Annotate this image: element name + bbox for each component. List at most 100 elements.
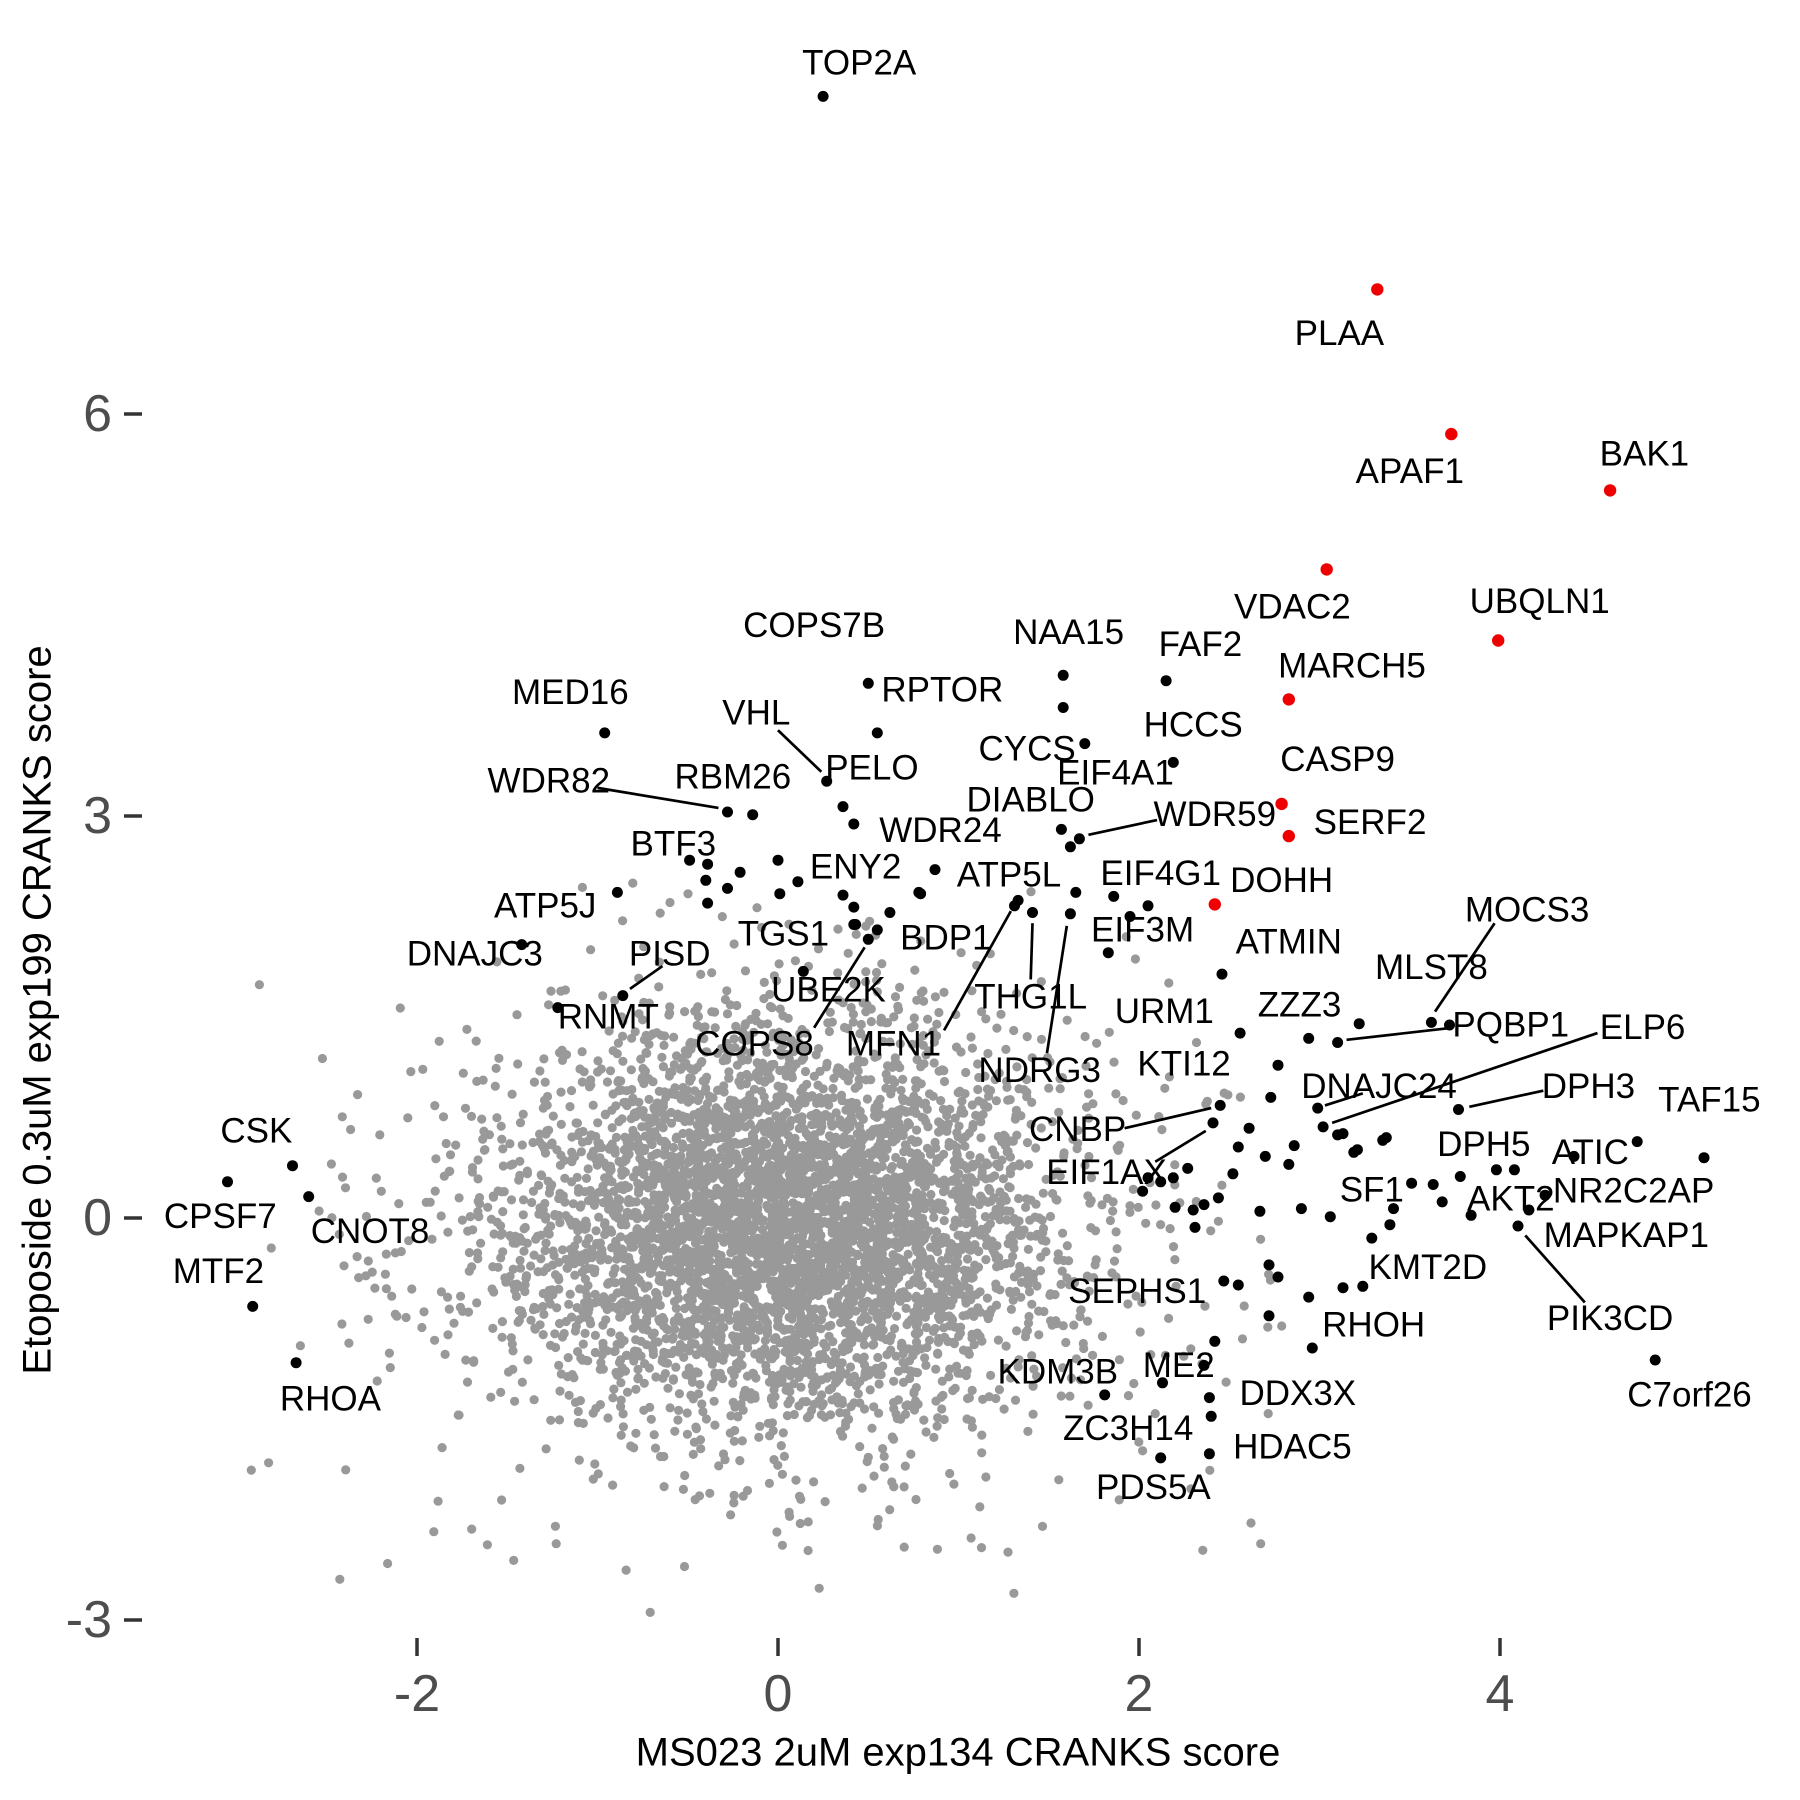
gene-point-ELP6 (1317, 1121, 1329, 1133)
gene-leader-NDRG3 (1045, 925, 1069, 1054)
gene-label-PQBP1: PQBP1 (1452, 1006, 1569, 1045)
gene-label-URM1: URM1 (1115, 992, 1214, 1031)
gene-point-DIABLO (1064, 841, 1076, 853)
gene-point-PISD (617, 990, 629, 1002)
gene-label-MFN1: MFN1 (846, 1024, 941, 1063)
gene-point-CSK (287, 1160, 298, 1172)
gene-label-PISD: PISD (629, 935, 711, 974)
gene-point-KTI12 (1272, 1059, 1284, 1071)
gene-point-AKT2 (1465, 1209, 1477, 1221)
gene-leader-EIF1AX (1154, 1129, 1207, 1163)
gene-label-WDR82: WDR82 (488, 762, 611, 801)
gene-point-ME2 (1157, 1377, 1168, 1389)
gene-label-BTF3: BTF3 (631, 825, 717, 864)
gene-label-DNAJC24: DNAJC24 (1301, 1067, 1457, 1106)
gene-label-UBQLN1: UBQLN1 (1470, 582, 1610, 621)
gene-label-ATP5J: ATP5J (494, 886, 596, 925)
gene-label-ZC3H14: ZC3H14 (1063, 1409, 1193, 1448)
gene-point-RHOA (290, 1357, 302, 1369)
gene-label-ATIC: ATIC (1552, 1133, 1629, 1172)
gene-label-MARCH5: MARCH5 (1278, 646, 1426, 685)
gene-label-AKT2: AKT2 (1467, 1180, 1555, 1219)
gene-point-EIF4A1 (1055, 823, 1067, 835)
gene-point-ATIC (1539, 1189, 1551, 1201)
x-axis-title: MS023 2uM exp134 CRANKS score (635, 1730, 1281, 1775)
gene-label-MED16: MED16 (512, 673, 629, 712)
gene-point-FAF2 (1160, 675, 1172, 687)
gene-label-KMT2D: KMT2D (1368, 1248, 1487, 1287)
gene-point-DOHH (1208, 898, 1222, 911)
x-tick-label: -2 (394, 1665, 440, 1723)
gene-point-ZC3H14 (1205, 1410, 1217, 1422)
gene-point-UBQLN1 (1492, 634, 1505, 647)
gene-label-BAK1: BAK1 (1600, 435, 1690, 474)
gene-leader-THG1L (1029, 923, 1034, 980)
gene-point-KDM3B (1099, 1389, 1111, 1401)
gene-label-MTF2: MTF2 (173, 1252, 264, 1291)
gene-point-CNOT8 (303, 1191, 315, 1203)
gene-point-MED16 (599, 727, 611, 739)
gene-point-EIF3M (1102, 947, 1114, 959)
gene-point-WDR59 (1073, 833, 1085, 845)
gene-label-HCCS: HCCS (1144, 705, 1243, 744)
labeled-gene-points (222, 90, 1710, 1464)
gene-label-MAPKAP1: MAPKAP1 (1544, 1216, 1709, 1255)
gene-label-WDR59: WDR59 (1154, 795, 1277, 834)
gene-point-DDX3X (1203, 1392, 1215, 1404)
gene-point-APAF1 (1445, 427, 1458, 441)
gene-label-SF1: SF1 (1340, 1170, 1404, 1209)
gene-label-ENY2: ENY2 (810, 847, 901, 886)
gene-label-PELO: PELO (825, 748, 918, 787)
gene-point-TOP2A (817, 90, 829, 102)
gene-label-CASP9: CASP9 (1280, 740, 1395, 779)
gene-point-ATMIN (1216, 968, 1228, 980)
gene-label-EIF3M: EIF3M (1091, 910, 1194, 949)
gene-label-APAF1: APAF1 (1356, 452, 1464, 491)
gene-label-CSK: CSK (220, 1111, 292, 1150)
gene-label-UBE2K: UBE2K (771, 971, 886, 1010)
gene-point-WDR82 (722, 806, 733, 818)
y-axis-title: Etoposide 0.3uM exp199 CRANKS score (15, 645, 60, 1375)
gene-leader-VHL (777, 729, 823, 773)
gene-point-BAK1 (1603, 484, 1617, 497)
gene-label-SEPHS1: SEPHS1 (1068, 1272, 1206, 1311)
gene-point-SERF2 (1282, 829, 1296, 843)
gene-label-CPSF7: CPSF7 (164, 1197, 277, 1236)
gene-label-FAF2: FAF2 (1159, 625, 1243, 664)
gene-label-HDAC5: HDAC5 (1233, 1428, 1352, 1467)
gene-label-EIF4G1: EIF4G1 (1100, 854, 1221, 893)
gene-point-ZZZ3 (1353, 1018, 1365, 1030)
x-tick-label: 0 (764, 1665, 793, 1723)
gene-point-VHL (821, 775, 833, 787)
gene-point-PIK3CD (1512, 1220, 1524, 1232)
gene-point-ATP5L (1070, 886, 1082, 898)
gene-point-CPSF7 (222, 1176, 233, 1188)
gene-label-ATP5L: ATP5L (957, 856, 1061, 895)
x-tick-label: 4 (1486, 1665, 1515, 1723)
gene-point-COPS8 (862, 933, 874, 945)
label-leader-lines (597, 729, 1598, 1304)
gene-point-HCCS (1167, 756, 1179, 768)
gene-leader-PQBP1 (1346, 1026, 1454, 1042)
gene-label-TAF15: TAF15 (1658, 1081, 1760, 1120)
gene-leader-DPH3 (1469, 1089, 1544, 1109)
gene-label-DPH5: DPH5 (1437, 1125, 1530, 1164)
gene-point-SEPHS1 (1218, 1275, 1230, 1287)
gene-point-MLST8 (1444, 1019, 1455, 1031)
gene-point-RNMT (552, 1002, 564, 1014)
gene-label-TGS1: TGS1 (738, 914, 829, 953)
gene-point-EIF4G1 (1108, 890, 1120, 902)
y-tick-label: 3 (83, 787, 112, 845)
gene-label-CNOT8: CNOT8 (311, 1212, 430, 1251)
gene-leader-PIK3CD (1524, 1234, 1586, 1304)
gene-point-NAA15 (1057, 669, 1069, 681)
gene-label-MLST8: MLST8 (1375, 948, 1488, 987)
gene-label-CNBP: CNBP (1029, 1110, 1126, 1149)
gene-point-UBE2K (797, 965, 809, 977)
gene-point-CYCS (1079, 738, 1091, 750)
gene-point-PELO (837, 801, 849, 813)
gene-point-RHOH (1306, 1342, 1318, 1354)
gene-label-C7orf26: C7orf26 (1627, 1375, 1752, 1414)
